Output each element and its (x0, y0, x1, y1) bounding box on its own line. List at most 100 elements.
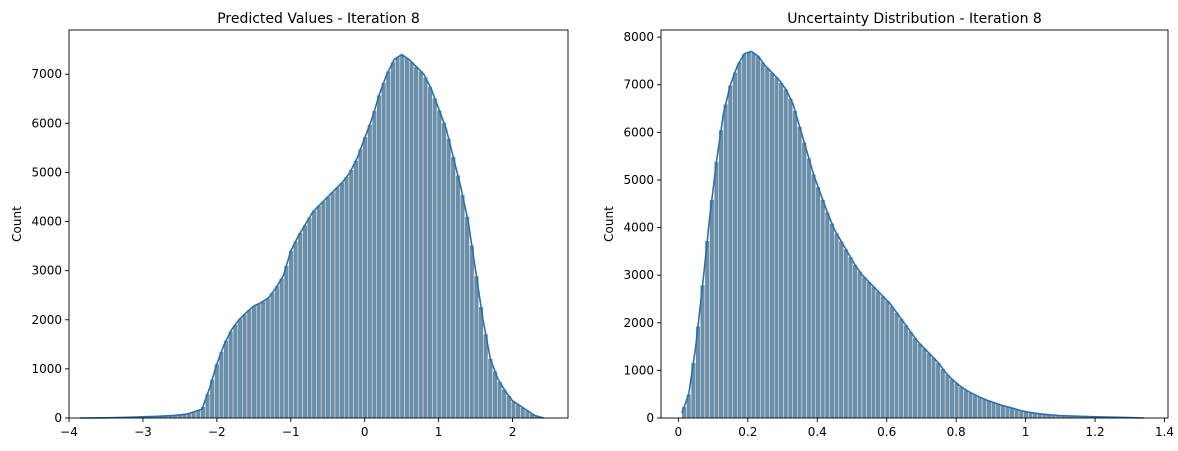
histogram-bar (737, 61, 743, 419)
histogram-bar (977, 396, 983, 419)
histogram-bar (1000, 405, 1006, 419)
histogram-bar (413, 66, 419, 419)
histogram-bar (344, 176, 350, 419)
histogram-bar (311, 210, 317, 419)
plot-frame (660, 29, 1169, 419)
histogram-bar (404, 57, 410, 419)
histogram-bar (801, 142, 807, 419)
histogram-bar (307, 217, 313, 419)
histogram-bar (218, 351, 224, 419)
histogram-bar (810, 173, 816, 419)
histogram-bar (469, 244, 475, 419)
histogram-bar (889, 305, 895, 419)
histogram-bar (866, 281, 872, 419)
y-tick-label: 7000 (623, 78, 654, 92)
histogram-bar (353, 160, 359, 419)
histogram-bar (293, 241, 299, 419)
histogram-bar (1014, 409, 1020, 419)
y-tick-label: 2000 (623, 316, 654, 330)
x-tick-label: 0.8 (947, 425, 966, 439)
histogram-bar (269, 292, 275, 419)
histogram-bar (1009, 407, 1015, 419)
histogram-bar (967, 392, 974, 419)
y-tick-label: 6000 (623, 125, 654, 139)
histogram-bar (944, 374, 950, 419)
histogram-bar (371, 110, 377, 419)
histogram-bar (367, 124, 373, 419)
histogram-bar (986, 400, 992, 419)
y-tick-label: 4000 (623, 221, 654, 235)
histogram-bar (783, 88, 789, 419)
histogram-bar (792, 110, 798, 419)
histogram-bar (339, 182, 345, 419)
histogram-bar (949, 379, 955, 419)
histogram-bar (446, 138, 452, 419)
histogram-bar (487, 358, 493, 419)
chart-title: Predicted Values - Iteration 8 (217, 11, 420, 27)
histogram-bar (362, 136, 368, 419)
x-tick-label: 1.2 (1086, 425, 1105, 439)
histogram-bar (320, 201, 326, 419)
histogram-bar (838, 240, 844, 419)
histogram-bar (348, 169, 354, 419)
histogram-bar (478, 306, 484, 419)
histogram-bar (769, 72, 775, 419)
histogram-bar (265, 297, 271, 419)
y-tick-label: 3000 (31, 264, 62, 278)
histogram-bar (834, 233, 840, 419)
y-tick-label: 6000 (31, 116, 62, 130)
kde-line (681, 50, 1144, 419)
histogram-bar (704, 240, 710, 419)
histogram-bar (875, 291, 881, 419)
histogram-bar (991, 402, 997, 419)
histogram-bar (274, 285, 280, 419)
y-tick-label: 4000 (31, 215, 62, 229)
y-tick-label: 8000 (623, 30, 654, 44)
x-tick-label: 0 (675, 425, 683, 439)
histogram-bar (750, 52, 756, 419)
histogram-bar (325, 196, 331, 419)
x-tick-label: 0 (361, 425, 369, 439)
histogram-bar (427, 86, 433, 419)
histogram-bar (815, 186, 821, 419)
y-tick-label: 5000 (623, 173, 654, 187)
histogram-bar (288, 250, 294, 419)
histogram-bar (935, 362, 941, 419)
histogram-bar (713, 161, 719, 419)
y-tick-label: 0 (646, 411, 654, 425)
histogram-bar (334, 187, 340, 419)
histogram-bar (926, 352, 932, 419)
histogram-bar (357, 148, 364, 419)
histogram-bar (829, 223, 835, 419)
histogram-bar (381, 82, 387, 419)
x-tick-label: −1 (282, 425, 300, 439)
x-tick-label: 1.4 (1155, 425, 1174, 439)
histogram-bar (385, 71, 391, 419)
histogram-bar (450, 156, 456, 419)
histogram-bar (395, 57, 401, 419)
histogram-bar (422, 77, 428, 419)
histogram-bar (376, 95, 382, 419)
histogram-bar (884, 300, 890, 419)
kde-line (80, 53, 544, 419)
histogram-bar (912, 337, 918, 419)
y-tick-label: 7000 (31, 67, 62, 81)
histogram-bar (246, 309, 252, 419)
histogram-bar (283, 265, 289, 419)
histogram-bar (861, 276, 867, 419)
histogram-bar (981, 398, 987, 419)
y-tick-label: 1000 (623, 363, 654, 377)
x-tick-label: −3 (134, 425, 152, 439)
x-tick-label: 0.6 (877, 425, 896, 439)
histogram-bar (852, 264, 858, 419)
histogram-bar (954, 382, 960, 419)
histogram-bar (223, 340, 229, 419)
histogram-bar (787, 98, 793, 419)
y-axis-label: Count (602, 206, 616, 242)
histogram-bar (894, 312, 900, 419)
histogram-bar (843, 248, 849, 419)
histogram-bar (958, 386, 964, 419)
histogram-bar (774, 77, 780, 419)
histogram-bar (797, 126, 803, 419)
histogram-bar (510, 401, 516, 419)
